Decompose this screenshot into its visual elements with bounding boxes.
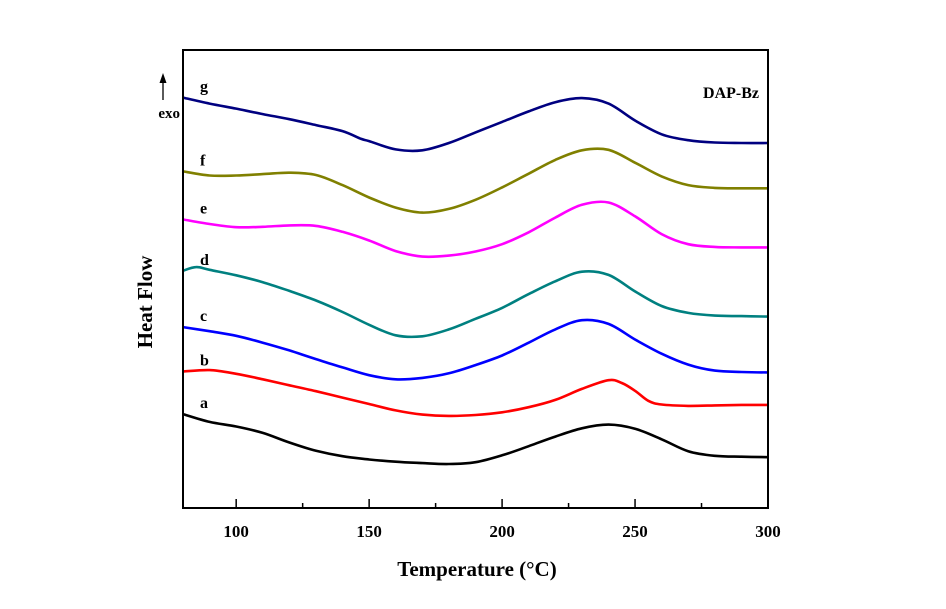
series-label-a: a xyxy=(200,395,208,412)
series-line-e xyxy=(182,200,769,259)
series-line-a xyxy=(182,412,769,466)
y-axis-label: Heat Flow xyxy=(133,255,157,349)
series-label-f: f xyxy=(200,152,206,169)
series-line-f xyxy=(182,147,769,214)
series-label-g: g xyxy=(200,79,208,96)
x-tick-label: 200 xyxy=(489,522,515,541)
exo-label: exo xyxy=(158,106,180,122)
series-labels: a b c d e f g xyxy=(200,79,209,412)
x-tick-label: 250 xyxy=(622,522,648,541)
x-tick-label: 150 xyxy=(356,522,382,541)
series-label-c: c xyxy=(200,308,207,325)
plot-frame xyxy=(182,49,769,509)
x-tick-label: 300 xyxy=(755,522,781,541)
x-axis-ticks xyxy=(235,499,769,508)
exo-indicator: exo xyxy=(158,73,180,122)
x-tick-label: 100 xyxy=(223,522,249,541)
series-label-d: d xyxy=(200,252,209,269)
annotation-label: DAP-Bz xyxy=(703,85,759,102)
series-line-g xyxy=(182,96,769,153)
exo-arrowhead-icon xyxy=(159,73,167,83)
series-label-e: e xyxy=(200,200,207,217)
x-axis-tick-labels: 100 150 200 250 300 xyxy=(223,522,780,541)
series-line-b xyxy=(182,368,768,418)
x-axis-label: Temperature (°C) xyxy=(397,557,556,581)
series-line-c xyxy=(182,318,769,381)
series-label-b: b xyxy=(200,353,209,370)
series-layer xyxy=(182,96,769,466)
series-line-d xyxy=(182,265,769,339)
